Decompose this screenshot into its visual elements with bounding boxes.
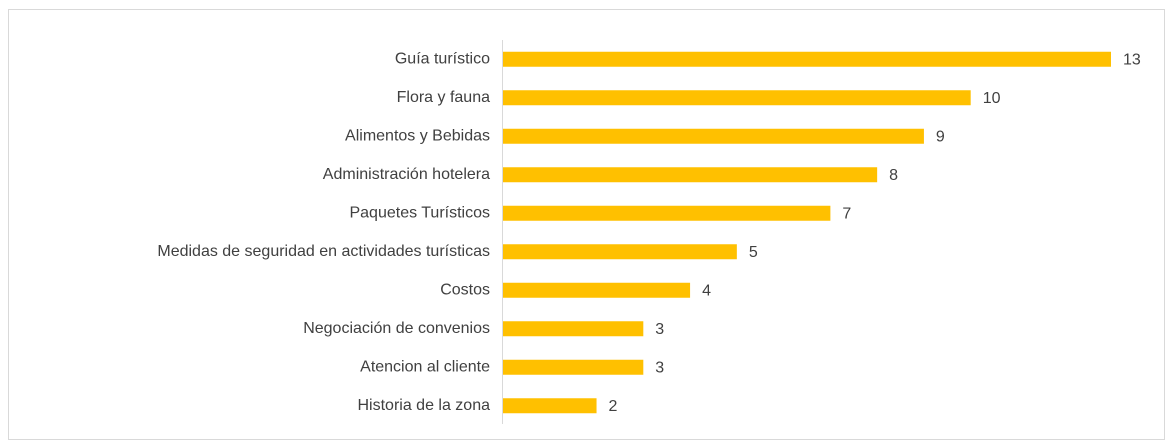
category-label: Guía turístico [395,50,490,67]
value-label: 3 [655,321,664,338]
value-label: 13 [1123,51,1141,68]
value-label: 9 [936,128,945,145]
bar [503,90,971,106]
category-label: Atencion al cliente [360,358,490,375]
category-label: Alimentos y Bebidas [345,127,490,144]
value-label: 5 [749,244,758,261]
bar [503,282,691,298]
chart-border [8,9,1165,440]
category-label: Administración hotelera [323,166,490,183]
value-label: 10 [983,90,1001,107]
bar [503,51,1111,67]
bar [503,398,597,414]
bar [503,244,737,260]
category-label: Medidas de seguridad en actividades turí… [157,243,490,260]
category-label: Negociación de convenios [303,320,490,337]
value-label: 3 [655,359,664,376]
bar [503,321,644,337]
category-label: Historia de la zona [357,397,490,414]
bar [503,128,924,144]
value-label: 2 [609,398,618,415]
value-label: 4 [702,282,711,299]
category-label: Paquetes Turísticos [349,204,490,221]
category-label: Flora y fauna [397,89,490,106]
category-label: Costos [440,281,490,298]
value-label: 7 [842,205,851,222]
value-label: 8 [889,167,898,184]
bar [503,205,831,221]
bar [503,359,644,375]
bar [503,167,878,183]
